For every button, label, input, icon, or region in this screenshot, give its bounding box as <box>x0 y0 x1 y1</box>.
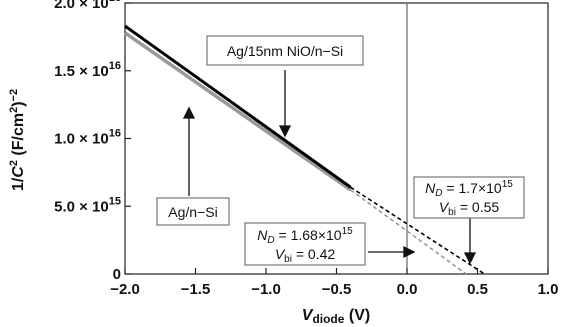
vbi-val-si: 0.42 <box>308 246 335 262</box>
x-tick-label: −1.0 <box>251 281 281 298</box>
vbi-text-nio: Vbi = 0.55 <box>439 199 500 218</box>
nd-mant-nio: 1.7 <box>458 180 478 196</box>
nd-exp-nio: 15 <box>502 179 514 190</box>
y-tick-label: 2.0 × 1016 <box>54 0 121 12</box>
series-label-nio: Ag/15nm NiO/n−Si <box>227 43 343 59</box>
axis-ticks: −2.0 −1.5 −1.0 −0.5 0.0 0.5 1.0 0 5.0 × 1015 1.0 … <box>54 0 558 298</box>
x-axis-title: Vdiode (V) <box>302 307 370 326</box>
x-tick-label: −2.0 <box>110 281 140 298</box>
y-tick-label: 1.5 × 1016 <box>54 60 121 80</box>
y-tick-label: 0 <box>113 266 121 283</box>
series-group <box>123 24 485 275</box>
nd-mant-si: 1.68 <box>291 227 318 243</box>
arrowhead-nd-nio <box>463 252 477 265</box>
x-tick-label: 0.5 <box>467 281 488 298</box>
x-tick-label: −1.5 <box>181 281 211 298</box>
series-line-extrapolated <box>350 186 485 275</box>
nd-exp-si: 15 <box>342 226 354 237</box>
x-tick-label: 0.0 <box>397 281 418 298</box>
vbi-val-nio: 0.55 <box>472 199 499 215</box>
series-label-si: Ag/n−Si <box>168 204 217 220</box>
series-line-measured <box>123 31 352 192</box>
label-box-nio <box>206 35 364 66</box>
x-tick-label: 1.0 <box>538 281 559 298</box>
series-line-extrapolated <box>350 189 467 275</box>
label-box-si <box>156 197 230 226</box>
vbi-text-si: Vbi = 0.42 <box>275 246 336 265</box>
x-tick-label: −0.5 <box>322 281 352 298</box>
nd-box-si <box>244 222 366 266</box>
nd-text-si: ND = 1.68×1015 <box>257 226 353 246</box>
series-line-measured <box>124 24 352 189</box>
nd-box-nio <box>413 176 525 219</box>
y-axis-title: 1/C2 (F/cm2)−2 <box>8 89 27 191</box>
annotation-arrows <box>182 70 477 265</box>
nd-text-nio: ND = 1.7×1015 <box>425 179 513 199</box>
arrowhead-nd-si <box>403 245 416 259</box>
arrowhead-nio <box>278 125 292 138</box>
y-tick-label: 1.0 × 1016 <box>54 128 121 148</box>
y-tick-label: 5.0 × 1015 <box>54 195 121 215</box>
arrowhead-si <box>182 106 196 119</box>
